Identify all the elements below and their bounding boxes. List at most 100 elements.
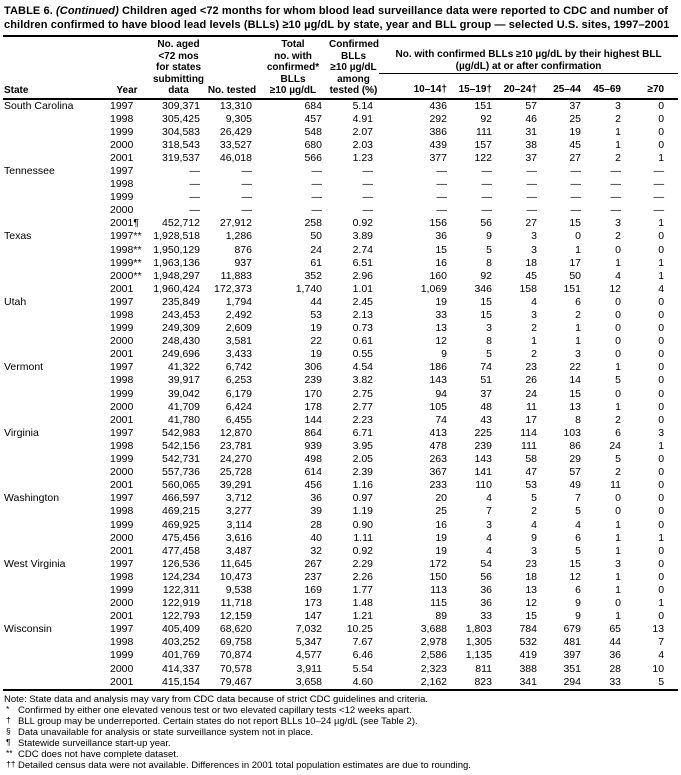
table-row: 2000 318,543 33,527 680 2.03 439 157 38 45 1 0 [3,139,678,152]
cell-bll-15-19: 5 [486,243,492,256]
cell-bll-70plus: 0 [658,505,665,518]
cell-bll-45-69: 1 [615,583,621,596]
footnote: †† Detailed census data were not availabl… [4,759,678,771]
cell-bll-70plus: 0 [658,413,665,426]
cell-bll-20-24: 13 [525,583,537,596]
cell-bll-15-19: 92 [480,112,492,125]
cell-bll-25-44: 9 [575,597,581,610]
table-row: 2000 414,337 70,578 3,911 5.54 2,323 811 388 351… [3,663,678,676]
cell-tested: 3,712 [225,492,252,505]
cell-bll-25-44: 5 [575,544,581,557]
cell-confirmed-pct: 4.54 [352,361,373,374]
cell-confirmed-total: 5,347 [295,636,322,649]
cell-bll-70plus: 3 [658,426,665,439]
cell-bll-15-19: 15 [480,295,492,308]
table-row: Tennessee 1997 — — — — — — — — — — [3,165,678,178]
cell-state: Utah [4,295,27,308]
cell-confirmed-pct: 2.03 [352,138,373,151]
cell-confirmed-pct: 0.92 [352,217,373,230]
cell-population: 1,950,129 [153,243,200,256]
cell-year: 2001 [110,282,134,295]
cell-population: 39,917 [167,374,200,387]
cell-year: 1997** [110,230,142,243]
cell-year: 2000 [110,335,134,348]
cell-bll-10-14: 74 [435,413,447,426]
cell-bll-25-44: 19 [569,125,581,138]
cell-population: — [189,204,201,217]
table-row: 1999 — — — — — — — — — — [3,191,678,204]
cell-bll-10-14: 386 [429,125,447,138]
cell-state [3,204,103,217]
cell-state [3,545,103,558]
cell-bll-20-24: 532 [519,636,537,649]
cell-bll-45-69: 2 [615,413,621,426]
footnote: ¶ Statewide surveillance start-up year. [4,737,678,749]
cell-bll-25-44: — [570,178,582,191]
cell-bll-20-24: 158 [519,282,537,295]
cell-bll-20-24: 1 [531,335,537,348]
table-row: 2000** 1,948,297 11,883 352 2.96 160 92 45 50 4 1 [3,270,678,283]
col-header-state: State [3,36,103,100]
cell-confirmed-pct: 2.75 [352,387,373,400]
cell-bll-15-19: 5 [486,348,492,361]
cell-year: 1999 [110,387,134,400]
cell-state [3,178,103,191]
cell-tested: 39,291 [219,479,252,492]
cell-bll-20-24: 3 [531,544,537,557]
cell-tested: 24,270 [219,453,252,466]
cell-confirmed-pct: 2.26 [352,570,373,583]
cell-population: 560,065 [162,479,200,492]
cell-state [3,257,103,270]
cell-state [3,636,103,649]
cell-bll-10-14: 1,069 [420,282,447,295]
cell-state [3,139,103,152]
footnote-text: Detailed census data were not available.… [18,759,471,771]
cell-confirmed-pct: 1.01 [352,282,373,295]
cell-bll-45-69: 1 [615,400,621,413]
cell-bll-25-44: 3 [575,348,581,361]
cell-bll-45-69: 0 [615,505,621,518]
cell-confirmed-pct: 2.39 [352,466,373,479]
cell-bll-70plus: 0 [658,99,665,112]
cell-population: — [189,164,201,177]
table-title-label: TABLE 6. [4,5,57,17]
cell-population: 466,597 [162,492,200,505]
cell-bll-20-24: 26 [525,374,537,387]
cell-year: 1998 [110,570,134,583]
table-row: 2001¶ 452,712 27,912 258 0.92 156 56 27 15 3 1 [3,217,678,230]
cell-bll-45-69: 0 [615,295,621,308]
cell-bll-20-24: 12 [525,597,537,610]
cell-confirmed-total: — [311,204,323,217]
cell-bll-25-44: 103 [563,426,581,439]
cell-bll-70plus: 1 [658,217,665,230]
cell-bll-10-14: 25 [435,505,447,518]
cell-bll-10-14: 20 [435,492,447,505]
cell-bll-45-69: 33 [609,675,621,688]
cell-year: 1999 [110,518,134,531]
cell-state [3,388,103,401]
cell-bll-15-19: 110 [475,479,492,492]
col-header-bll-group: No. with confirmed BLLs ≥10 µg/dL by the… [379,36,679,74]
cell-confirmed-total: 50 [310,230,322,243]
table-row: 1998** 1,950,129 876 24 2.74 15 5 3 1 0 0 [3,244,678,257]
cell-bll-20-24: 31 [525,125,537,138]
cell-year: 2001 [110,544,134,557]
cell-confirmed-pct: 2.07 [352,125,373,138]
cell-year: 1997 [110,492,134,505]
cell-bll-10-14: — [436,178,448,191]
cell-bll-10-14: 33 [435,309,447,321]
cell-confirmed-pct: 1.77 [352,583,373,596]
cell-bll-20-24: 784 [519,623,537,636]
cell-bll-10-14: 89 [435,610,447,623]
cell-bll-10-14: 13 [435,322,447,335]
cell-tested: 3,277 [225,505,252,518]
cell-bll-45-69: 28 [609,662,621,675]
cell-bll-15-19: 823 [474,675,492,688]
cell-bll-25-44: 679 [563,623,581,636]
cell-tested: 79,467 [219,675,252,688]
table-title-continued: (Continued) [56,5,119,17]
cell-year: 1998 [110,112,134,125]
cell-bll-70plus: 0 [658,374,665,387]
cell-state [3,649,103,662]
